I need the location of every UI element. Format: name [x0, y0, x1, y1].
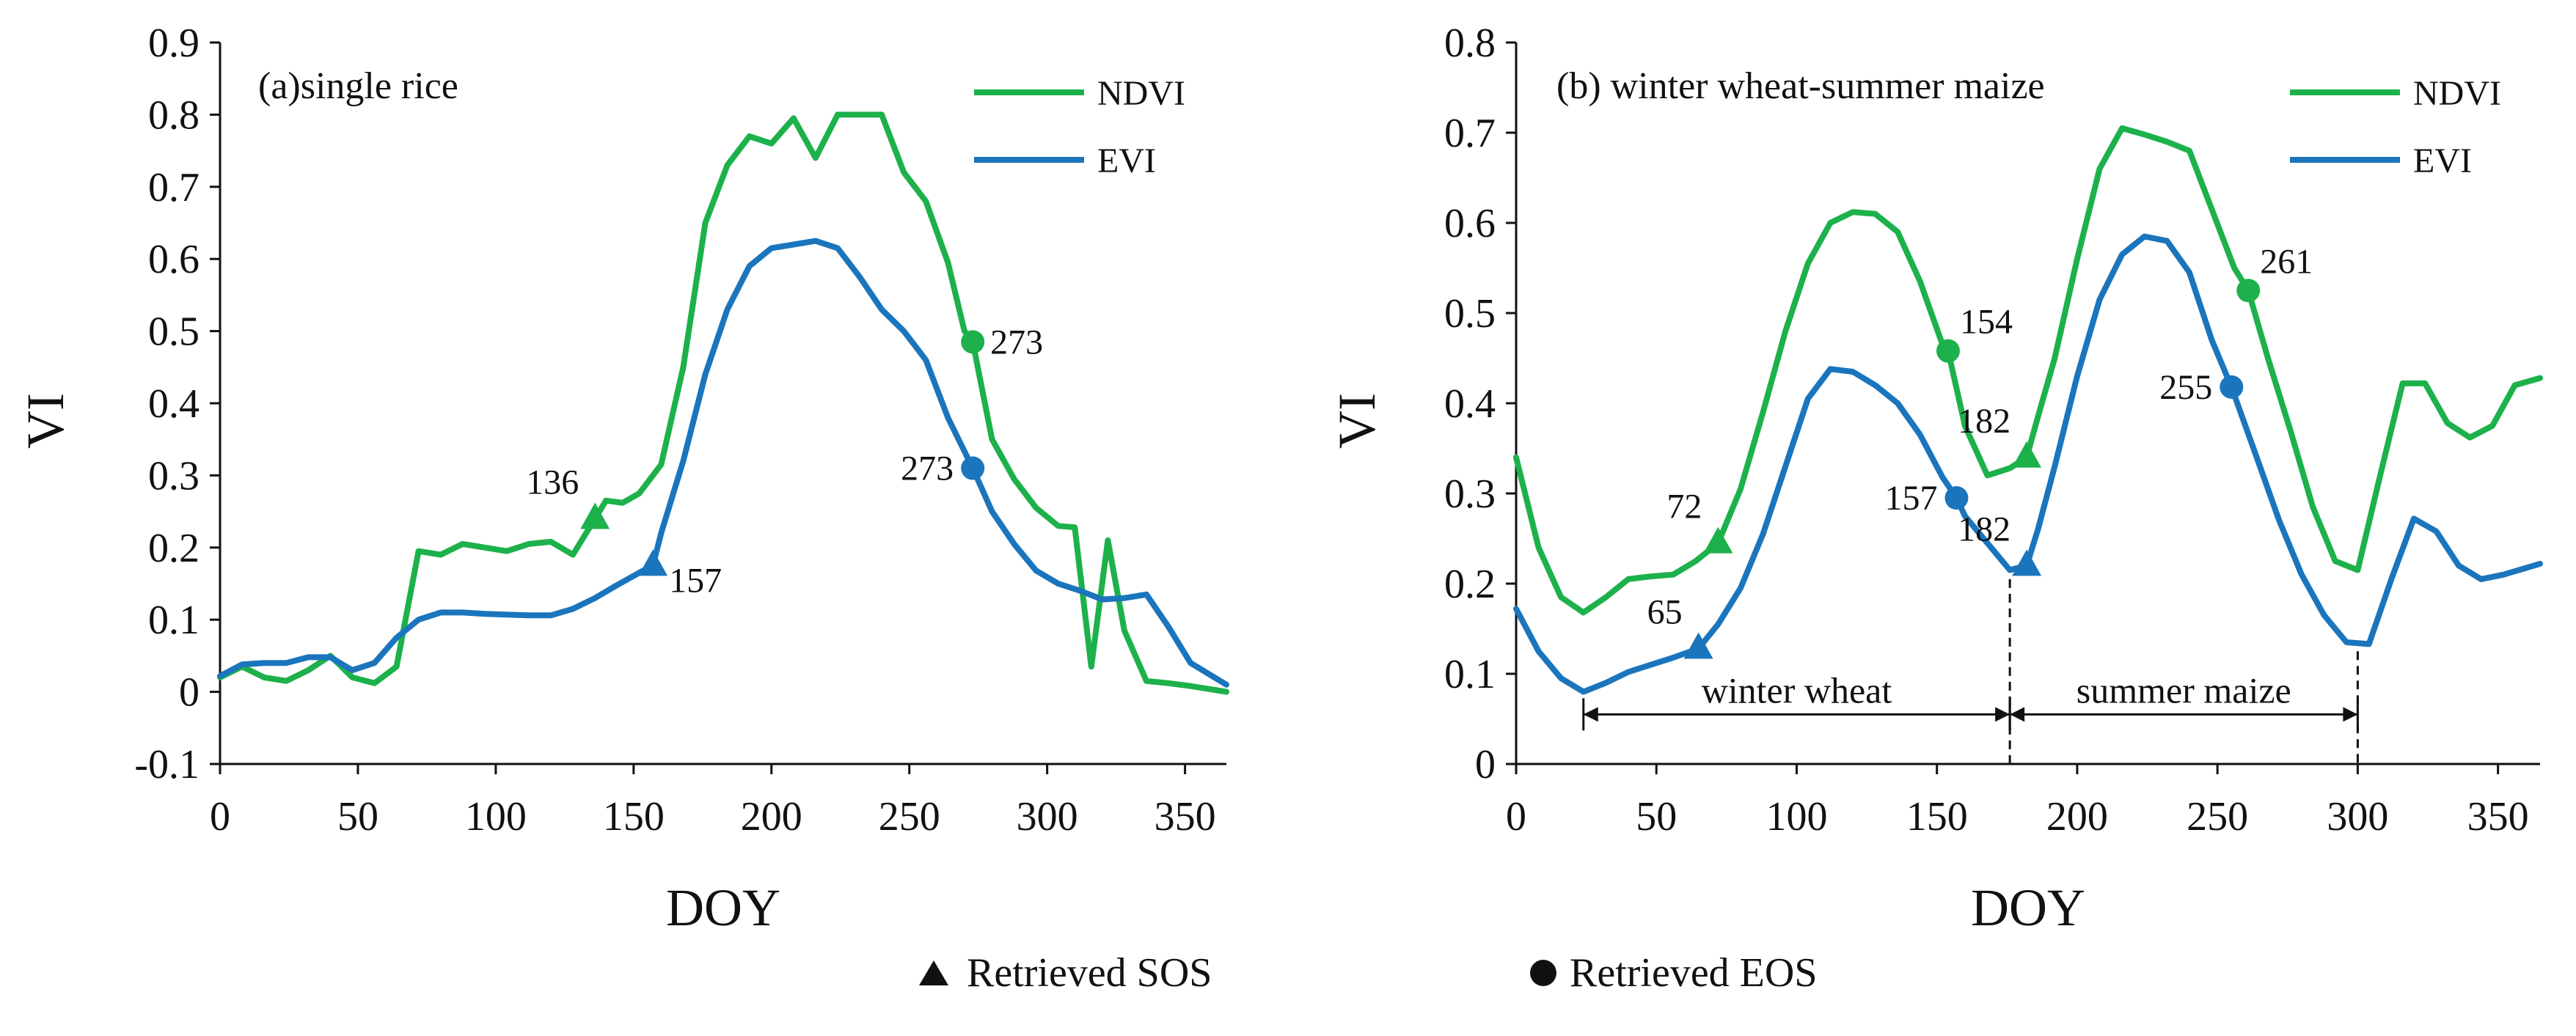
x-axis-title: DOY [1971, 878, 2085, 937]
legend-label-ndvi: NDVI [2413, 74, 2501, 113]
y-tick-label: 0.4 [148, 381, 200, 427]
marker-doy-label: 154 [1960, 303, 2013, 342]
y-tick-label: 0.7 [148, 165, 200, 210]
eos-marker-evi [2220, 375, 2244, 399]
sos-triangle-icon [919, 960, 948, 985]
marker-doy-label: 136 [526, 463, 579, 502]
y-tick-label: 0 [179, 670, 200, 716]
marker-doy-label: 273 [990, 323, 1043, 361]
x-tick-label: 350 [2467, 794, 2529, 840]
y-tick-label: 0.9 [148, 21, 200, 66]
y-tick-label: 0.6 [1444, 201, 1496, 246]
sos-legend-label: Retrieved SOS [967, 950, 1212, 996]
bottom-legend: Retrieved SOS Retrieved EOS [919, 950, 1817, 996]
y-tick-label: 0.3 [148, 453, 200, 499]
period-arrowhead-left [1583, 707, 1598, 722]
y-axis-title: VI [1328, 393, 1386, 449]
sos-marker-ndvi [1703, 526, 1733, 554]
y-tick-label: 0.7 [1444, 111, 1496, 156]
marker-doy-label: 182 [1958, 510, 2010, 548]
marker-doy-label: 261 [2260, 242, 2313, 281]
eos-legend-label: Retrieved EOS [1570, 950, 1817, 996]
panel-title: (a)single rice [258, 65, 458, 107]
panel-single-rice: -0.100.10.20.30.40.50.60.70.80.90 50 100 15… [16, 21, 1229, 937]
x-tick-label: 50 [1636, 794, 1677, 840]
y-tick-label: 0.5 [1444, 291, 1496, 337]
period-label: winter wheat [1702, 669, 1892, 710]
y-tick-label: 0.5 [148, 309, 200, 355]
y-tick-label: 0.2 [1444, 562, 1496, 607]
legend-label-evi: EVI [2413, 142, 2472, 180]
marker-doy-label: 65 [1647, 593, 1683, 632]
x-axis-title: DOY [666, 878, 780, 937]
x-tick-label: 300 [2327, 794, 2388, 840]
series-line-ndvi [1513, 125, 2543, 616]
x-tick-label: 200 [2046, 794, 2108, 840]
y-tick-label: 0.8 [148, 92, 200, 138]
sos-marker-ndvi [580, 502, 610, 529]
x-tick-label: 0 [1506, 794, 1526, 840]
y-tick-label: 0.8 [1444, 21, 1496, 66]
sos-marker-evi [2012, 549, 2042, 576]
y-tick-label: 0.2 [148, 526, 200, 571]
y-tick-label: 0.3 [1444, 471, 1496, 517]
eos-marker-evi [961, 456, 985, 480]
period-label: summer maize [2076, 669, 2291, 710]
x-tick-label: 200 [741, 794, 802, 840]
y-tick-label: 0 [1475, 742, 1496, 787]
y-tick-label: 0.4 [1444, 381, 1496, 427]
sos-marker-ndvi [2012, 441, 2042, 468]
y-tick-label: 0.1 [1444, 652, 1496, 697]
period-arrowhead-right [2343, 707, 2358, 722]
marker-doy-label: 157 [669, 561, 722, 600]
period-arrowhead-right [1995, 707, 2010, 722]
legend-label-ndvi: NDVI [1097, 74, 1185, 113]
x-tick-label: 350 [1155, 794, 1216, 840]
marker-doy-label: 255 [2159, 368, 2212, 407]
sos-marker-evi [1683, 632, 1713, 659]
x-tick-label: 250 [2187, 794, 2248, 840]
marker-doy-label: 157 [1884, 479, 1937, 518]
eos-marker-ndvi [961, 330, 985, 354]
panel-winter-wheat-summer-maize: 0 0.1 0.2 0.3 0.4 0.5 0.6 0.7 0.8 0 50 100 150 200 250… [1328, 21, 2543, 937]
period-arrowhead-left [2010, 707, 2025, 722]
eos-circle-icon [1530, 960, 1556, 986]
eos-marker-ndvi [2236, 279, 2261, 303]
x-tick-label: 50 [337, 794, 378, 840]
x-tick-label: 300 [1017, 794, 1078, 840]
y-tick-label: -0.1 [134, 742, 200, 787]
panel-title: (b) winter wheat-summer maize [1556, 65, 2045, 107]
series-line-evi [217, 238, 1229, 688]
y-tick-label: 0.6 [148, 237, 200, 282]
x-tick-label: 100 [1765, 794, 1827, 840]
x-tick-label: 250 [879, 794, 940, 840]
eos-marker-ndvi [1936, 339, 1960, 363]
y-axis-title: VI [16, 393, 75, 449]
series-line-ndvi [217, 111, 1229, 695]
x-tick-label: 150 [603, 794, 665, 840]
eos-marker-evi [1944, 486, 1969, 510]
x-tick-label: 100 [465, 794, 527, 840]
marker-doy-label: 273 [901, 449, 954, 488]
sos-marker-evi [638, 549, 668, 576]
marker-doy-label: 182 [1958, 402, 2010, 441]
legend-label-evi: EVI [1097, 142, 1156, 180]
x-tick-label: 0 [210, 794, 230, 840]
x-tick-label: 150 [1906, 794, 1968, 840]
marker-doy-label: 72 [1666, 488, 1702, 526]
y-tick-label: 0.1 [148, 598, 200, 643]
